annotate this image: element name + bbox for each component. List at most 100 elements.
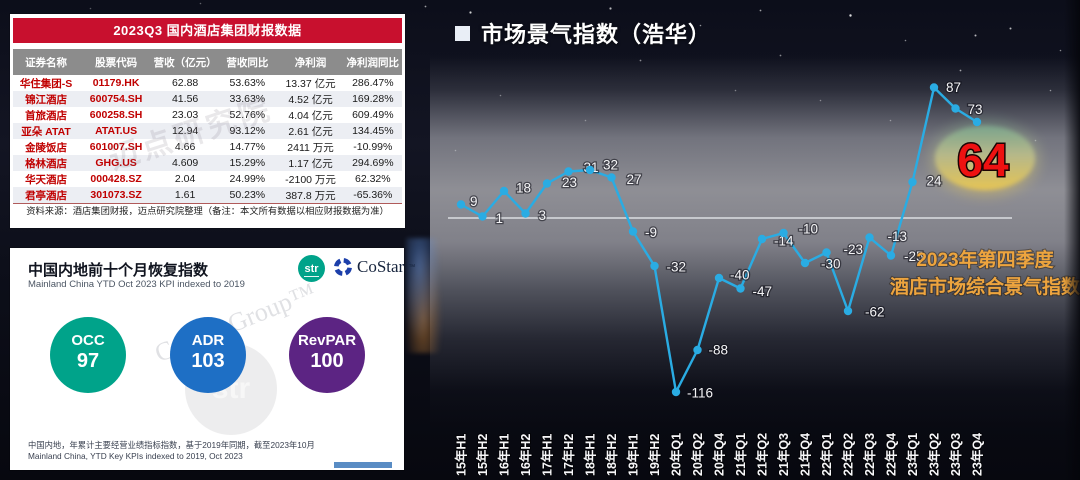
table-cell: 2.04 xyxy=(174,173,196,185)
data-label: -25 xyxy=(904,249,924,264)
table-row: 君亭酒店 301073.SZ 1.61 50.23% 387.8 万元 -65.36% xyxy=(13,187,402,203)
column-header: 净利润 xyxy=(277,49,344,75)
data-point xyxy=(800,258,810,268)
table-cell: 134.45% xyxy=(343,123,402,139)
data-point xyxy=(757,234,767,244)
data-label: -30 xyxy=(821,257,841,272)
table-cell: 1.17 亿元 xyxy=(277,155,344,171)
data-label: 3 xyxy=(539,208,547,223)
data-label: -23 xyxy=(844,242,864,257)
table-cell: 301073.SZ xyxy=(79,187,154,203)
data-point xyxy=(951,104,960,113)
prosperity-index-line-chart: 9118323313227-9-32-116-88-40-47-14-10-30… xyxy=(448,79,1080,477)
data-label: 27 xyxy=(627,172,642,187)
data-label: 32 xyxy=(603,158,618,173)
kpi-circle-occ: OCC 97 xyxy=(50,317,126,402)
table-cell: 14.77% xyxy=(229,141,266,153)
x-axis-label: 20年Q4 xyxy=(712,433,727,476)
x-axis-label: 20年Q1 xyxy=(669,433,684,476)
kpi-label: OCC xyxy=(71,332,105,349)
table-cell: 4.52 亿元 xyxy=(277,91,344,107)
table-cell: 君亭酒店 xyxy=(13,187,80,203)
finance-table: 证券名称 股票代码 营收（亿元） 营收同比 净利润 净利润同比 华住集团-S 01179.H… xyxy=(13,49,402,203)
table-cell: 000428.SZ xyxy=(90,173,142,185)
column-header: 营收同比 xyxy=(217,49,278,75)
table-row: 华住集团-S 01179.HK 62.88 53.63% 13.37 亿元 286.47% xyxy=(13,75,402,91)
kpi-footnotes: 中国内地，年累计主要经营业绩指标指数，基于2019年同期，截至2023年10月 … xyxy=(28,440,315,462)
table-row: 华天酒店 000428.SZ 2.04 24.99% -2100 万元 62.32% xyxy=(13,171,402,187)
costar-logo: CoStar ™ xyxy=(333,257,415,277)
data-label: 24 xyxy=(927,174,943,189)
recovery-card-subtitle: Mainland China YTD Oct 2023 KPI indexed … xyxy=(28,279,245,290)
table-cell: 4.609 xyxy=(153,155,218,171)
data-point xyxy=(843,306,853,316)
table-cell: 13.37 亿元 xyxy=(285,77,336,90)
table-cell: 2411 万元 xyxy=(287,141,334,154)
x-axis-label: 15年H2 xyxy=(475,434,490,476)
data-point xyxy=(607,173,616,182)
table-cell: -65.36% xyxy=(343,187,402,203)
data-label: -14 xyxy=(774,234,794,249)
costar-footer-tag xyxy=(334,462,392,468)
table-cell: 294.69% xyxy=(343,155,402,171)
data-point xyxy=(822,248,831,257)
data-point xyxy=(908,177,917,187)
recovery-index-card: 中国内地前十个月恢复指数 Mainland China YTD Oct 2023… xyxy=(10,248,415,470)
data-point xyxy=(865,233,874,242)
data-point xyxy=(671,387,681,397)
data-label: 9 xyxy=(470,194,478,209)
chart-title-text: 市场景气指数（浩华） xyxy=(481,22,712,47)
costar-logo-text: CoStar xyxy=(357,257,405,276)
table-row: 金陵饭店 601007.SH 4.66 14.77% 2411 万元 -10.99% xyxy=(13,139,402,155)
data-label: 73 xyxy=(968,102,983,117)
x-axis-label: 21年Q1 xyxy=(733,433,748,476)
data-point xyxy=(929,83,939,92)
data-point xyxy=(714,273,724,283)
recovery-card-title: 中国内地前十个月恢复指数 xyxy=(28,262,209,279)
table-cell: 首旅酒店 xyxy=(25,109,68,122)
table-cell: 01179.HK xyxy=(92,77,140,89)
x-axis-label: 21年Q3 xyxy=(776,433,791,476)
data-point xyxy=(585,165,595,175)
table-cell: 华天酒店 xyxy=(25,173,68,186)
table-cell: 2.61 亿元 xyxy=(277,123,344,139)
data-label: -40 xyxy=(730,268,750,283)
data-point xyxy=(650,261,659,271)
x-axis-label: 22年Q2 xyxy=(841,433,856,476)
x-axis-label: 23年Q2 xyxy=(927,433,942,476)
data-point xyxy=(628,227,638,236)
table-cell: 金陵饭店 xyxy=(25,141,68,154)
table-cell: 52.76% xyxy=(229,109,266,121)
table-cell: 1.61 xyxy=(153,187,218,203)
table-cell: 15.29% xyxy=(217,155,278,171)
data-label: -13 xyxy=(888,229,908,244)
table-cell: 亚朵 ATAT xyxy=(13,123,80,139)
data-point xyxy=(542,179,552,188)
table-cell: 62.88 xyxy=(171,77,199,89)
column-header: 净利润同比 xyxy=(343,49,402,75)
data-point xyxy=(736,284,745,293)
data-point xyxy=(478,212,487,221)
table-cell: 33.63% xyxy=(217,91,278,107)
data-point xyxy=(972,117,982,127)
table-cell: 华住集团-S xyxy=(19,77,73,90)
x-axis-label: 18年H1 xyxy=(583,434,598,476)
data-point xyxy=(564,167,573,176)
data-label: 87 xyxy=(946,80,961,95)
table-cell: -10.99% xyxy=(353,141,393,153)
column-header: 营收（亿元） xyxy=(153,49,218,75)
kpi-label: RevPAR xyxy=(297,332,357,349)
data-label: -88 xyxy=(709,343,729,358)
finance-table-title: 2023Q3 国内酒店集团财报数据 xyxy=(13,18,402,43)
annotation-line: 2023年第四季度 xyxy=(916,248,1054,271)
x-axis-label: 15年H1 xyxy=(454,434,469,476)
kpi-circle-adr: ADR 103 xyxy=(170,317,246,402)
table-cell: 601007.SH xyxy=(89,141,143,153)
data-label: 23 xyxy=(562,175,577,190)
table-cell: 286.47% xyxy=(352,77,394,89)
table-cell: 4.66 xyxy=(174,141,196,153)
star-field xyxy=(0,0,1,1)
costar-trademark: ™ xyxy=(408,263,416,271)
table-cell: 169.28% xyxy=(343,91,402,107)
